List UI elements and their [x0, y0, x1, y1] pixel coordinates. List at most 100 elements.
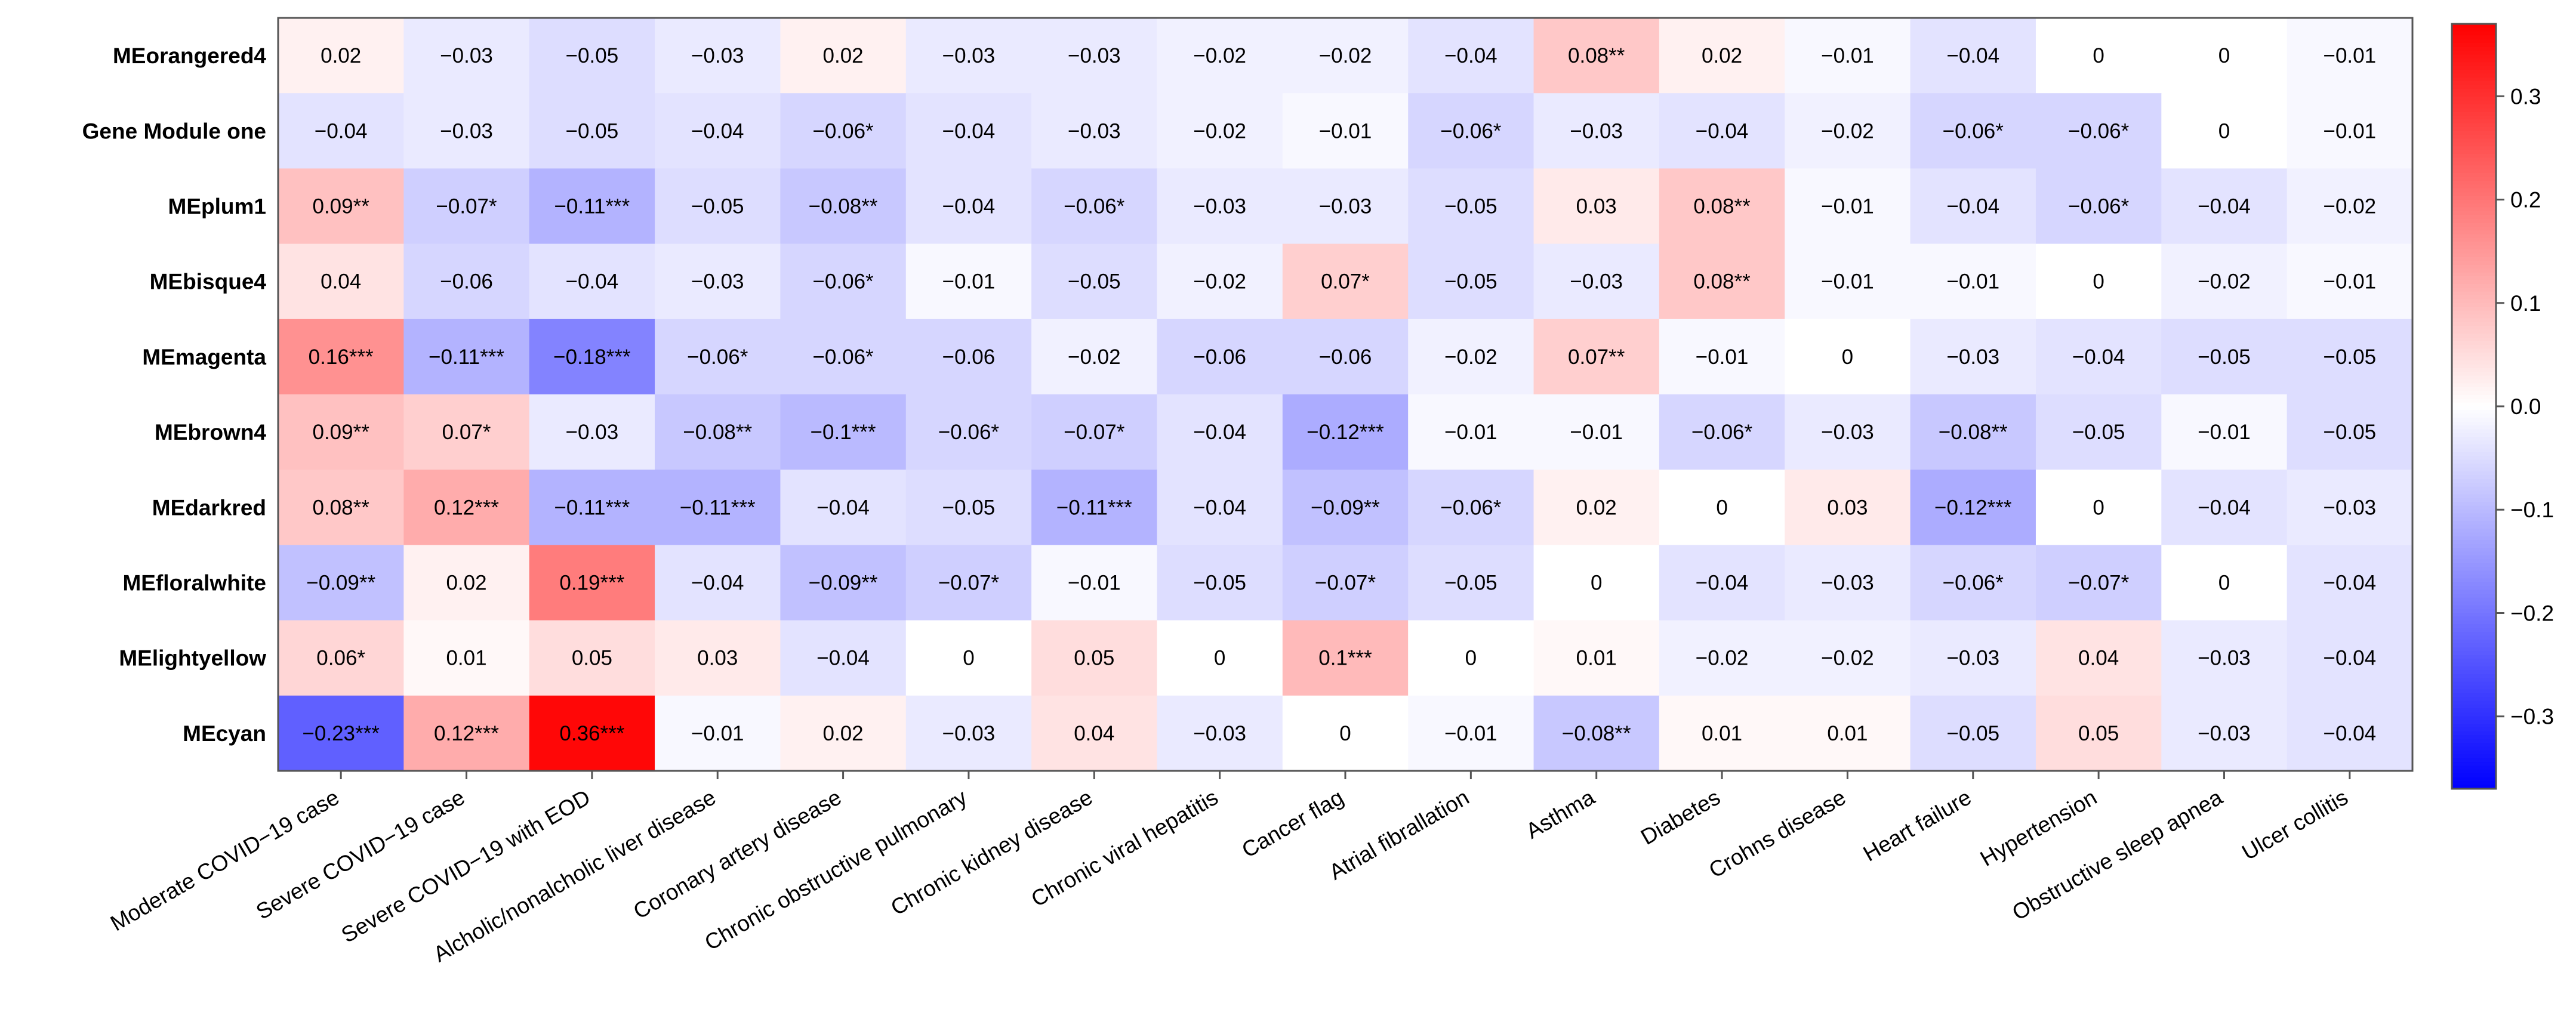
- colorbar-segment: [2452, 544, 2496, 548]
- heatmap-cell: [1031, 620, 1158, 696]
- cell-value-label: 0.04: [321, 270, 361, 294]
- heatmap-cell: [529, 470, 655, 545]
- colorbar-segment: [2452, 299, 2496, 304]
- colorbar-segment: [2452, 620, 2496, 625]
- colorbar-tick-label: −0.1: [2510, 498, 2554, 522]
- colorbar-segment: [2452, 555, 2496, 560]
- colorbar-segment: [2452, 624, 2496, 629]
- colorbar-segment: [2452, 689, 2496, 694]
- colorbar-tick-label: 0.2: [2510, 188, 2541, 212]
- heatmap-cell: [1785, 545, 1911, 621]
- heatmap-cell: [1533, 695, 1660, 771]
- column-label: Severe COVID−19 case: [252, 785, 469, 924]
- heatmap-cell: [905, 394, 1032, 470]
- colorbar-segment: [2452, 360, 2496, 365]
- heatmap-cell: [1910, 243, 2036, 320]
- row-label: MEplum1: [168, 195, 266, 219]
- cell-value-label: 0.02: [1702, 44, 1742, 67]
- heatmap-cell: [655, 18, 781, 94]
- colorbar-segment: [2452, 731, 2496, 736]
- heatmap-cell: [1157, 319, 1283, 395]
- column-label: Moderate COVID−19 case: [106, 785, 343, 936]
- cell-value-label: −0.03: [440, 119, 493, 143]
- colorbar-segment: [2452, 184, 2496, 189]
- colorbar-segment: [2452, 150, 2496, 155]
- heatmap-cell: [529, 168, 655, 245]
- heatmap-cell: [2035, 394, 2162, 470]
- colorbar-segment: [2452, 188, 2496, 193]
- heatmap-cell: [1659, 18, 1785, 94]
- heatmap-cell: [1785, 168, 1911, 245]
- heatmap-cell: [1408, 168, 1534, 245]
- heatmap-cell: [2287, 319, 2413, 395]
- heatmap-cell: [1157, 168, 1283, 245]
- heatmap-cell: [1031, 18, 1158, 94]
- cell-value-label: −0.23***: [302, 722, 380, 745]
- colorbar-segment: [2452, 647, 2496, 652]
- cell-value-label: −0.08**: [683, 421, 752, 444]
- heatmap-cell: [2161, 93, 2288, 169]
- cell-value-label: 0: [963, 647, 974, 670]
- heatmap-cell: [780, 243, 907, 320]
- cell-value-label: −0.01: [1570, 421, 1623, 444]
- heatmap-cell: [655, 394, 781, 470]
- colorbar-segment: [2452, 739, 2496, 743]
- colorbar-segment: [2452, 448, 2496, 453]
- cell-value-label: 0.07*: [1321, 270, 1370, 294]
- cell-value-label: 0.02: [823, 722, 864, 745]
- cell-value-label: −0.06: [1193, 345, 1246, 369]
- colorbar-segment: [2452, 578, 2496, 583]
- heatmap-cell: [1533, 18, 1660, 94]
- colorbar-segment: [2452, 406, 2496, 411]
- heatmap-cell: [1282, 243, 1409, 320]
- heatmap-cell: [2035, 93, 2162, 169]
- colorbar-segment: [2452, 444, 2496, 449]
- colorbar-segment: [2452, 283, 2496, 289]
- colorbar-segment: [2452, 399, 2496, 403]
- cell-value-label: −0.05: [1068, 270, 1121, 294]
- cell-value-label: −0.03: [1821, 421, 1874, 444]
- colorbar-segment: [2452, 567, 2496, 572]
- colorbar-segment: [2452, 632, 2496, 637]
- colorbar-segment: [2452, 348, 2496, 354]
- cell-value-label: −0.05: [942, 496, 996, 519]
- heatmap-cell: [1910, 470, 2036, 545]
- colorbar-segment: [2452, 131, 2496, 135]
- colorbar-segment: [2452, 268, 2496, 273]
- cell-value-label: −0.11***: [554, 496, 630, 519]
- heatmap-cell: [278, 545, 404, 621]
- heatmap-cell: [1785, 620, 1911, 696]
- heatmap-cell: [2161, 545, 2288, 621]
- heatmap-cell: [1785, 394, 1911, 470]
- heatmap-cell: [1785, 319, 1911, 395]
- colorbar-segment: [2452, 134, 2496, 140]
- cell-value-label: 0.09**: [312, 421, 369, 444]
- cell-value-label: −0.07*: [436, 195, 497, 218]
- colorbar-segment: [2452, 54, 2496, 59]
- colorbar-segment: [2452, 536, 2496, 541]
- heatmap-cell: [529, 695, 655, 771]
- heatmap-cell: [1533, 545, 1660, 621]
- column-label: Chronic kidney disease: [886, 785, 1096, 920]
- colorbar-segment: [2452, 456, 2496, 461]
- cell-value-label: −0.02: [1193, 270, 1246, 294]
- colorbar-segment: [2452, 429, 2496, 434]
- cell-value-label: −0.04: [566, 270, 619, 294]
- heatmap-cell: [2035, 545, 2162, 621]
- colorbar-segment: [2452, 280, 2496, 285]
- cell-value-label: 0: [2093, 496, 2104, 519]
- colorbar-segment: [2452, 180, 2496, 186]
- colorbar-segment: [2452, 43, 2496, 48]
- cell-value-label: 0: [2093, 44, 2104, 67]
- cell-value-label: −0.08**: [1939, 421, 2008, 444]
- colorbar-segment: [2452, 345, 2496, 350]
- cell-value-label: 0.01: [1702, 722, 1742, 745]
- heatmap-cell: [1659, 168, 1785, 245]
- colorbar-segment: [2452, 161, 2496, 166]
- colorbar-segment: [2452, 724, 2496, 729]
- cell-value-label: −0.01: [1821, 270, 1874, 294]
- colorbar-segment: [2452, 223, 2496, 227]
- colorbar-segment: [2452, 329, 2496, 335]
- cell-value-label: −0.03: [1193, 195, 1246, 218]
